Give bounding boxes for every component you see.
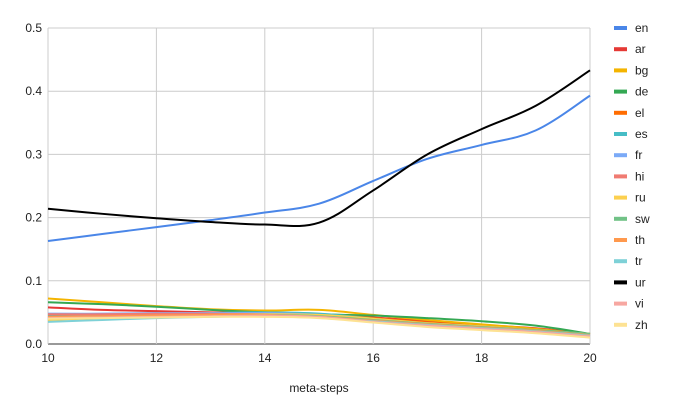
legend-label-tr: tr — [635, 254, 642, 268]
x-tick-label: 12 — [150, 351, 164, 365]
legend-swatch-de — [614, 89, 627, 94]
legend-swatch-ru — [614, 195, 627, 200]
legend-label-hi: hi — [635, 169, 644, 183]
legend: en ar bg de el es fr hi ru sw th tr ur vi zh — [614, 21, 650, 332]
legend-swatch-ar — [614, 47, 627, 52]
x-tick-label: 16 — [367, 351, 381, 365]
series-lines — [47, 69, 591, 339]
legend-label-zh: zh — [635, 318, 648, 332]
legend-swatch-es — [614, 132, 627, 136]
legend-swatch-ur — [614, 280, 627, 285]
y-tick-label: 0.2 — [25, 211, 42, 225]
x-tick-label: 18 — [475, 351, 489, 365]
series-line-ur — [47, 69, 591, 227]
legend-label-ur: ur — [635, 275, 646, 289]
legend-label-ru: ru — [635, 191, 646, 205]
y-tick-label: 0.1 — [25, 274, 42, 288]
x-tick-label: 10 — [41, 351, 55, 365]
legend-label-en: en — [635, 21, 648, 35]
x-axis-ticks: 10 12 14 16 18 20 — [41, 351, 597, 365]
legend-swatch-th — [614, 238, 627, 242]
legend-label-es: es — [635, 127, 648, 141]
legend-swatch-en — [614, 26, 627, 30]
y-tick-label: 0.4 — [25, 84, 42, 98]
legend-swatch-fr — [614, 153, 627, 158]
legend-label-sw: sw — [635, 212, 650, 226]
legend-label-bg: bg — [635, 63, 648, 77]
y-tick-label: 0.5 — [25, 21, 42, 35]
x-tick-label: 20 — [583, 351, 597, 365]
y-tick-label: 0.3 — [25, 147, 42, 161]
legend-swatch-bg — [614, 68, 627, 73]
legend-swatch-hi — [614, 174, 627, 179]
legend-label-fr: fr — [635, 148, 642, 162]
legend-swatch-tr — [614, 259, 627, 264]
legend-swatch-vi — [614, 301, 627, 306]
y-axis-ticks: 0.0 0.1 0.2 0.3 0.4 0.5 — [25, 21, 42, 351]
x-tick-label: 14 — [258, 351, 272, 365]
y-tick-label: 0.0 — [25, 337, 42, 351]
legend-label-ar: ar — [635, 42, 646, 56]
gridlines — [47, 27, 591, 345]
legend-swatch-el — [614, 110, 627, 115]
legend-label-th: th — [635, 233, 645, 247]
legend-label-vi: vi — [635, 297, 644, 311]
legend-swatch-zh — [614, 322, 627, 327]
legend-swatch-sw — [614, 216, 627, 221]
legend-label-el: el — [635, 106, 644, 120]
x-axis-title: meta-steps — [289, 381, 348, 395]
series-line-zh — [47, 315, 591, 339]
legend-label-de: de — [635, 85, 649, 99]
series-line-en — [47, 94, 591, 242]
